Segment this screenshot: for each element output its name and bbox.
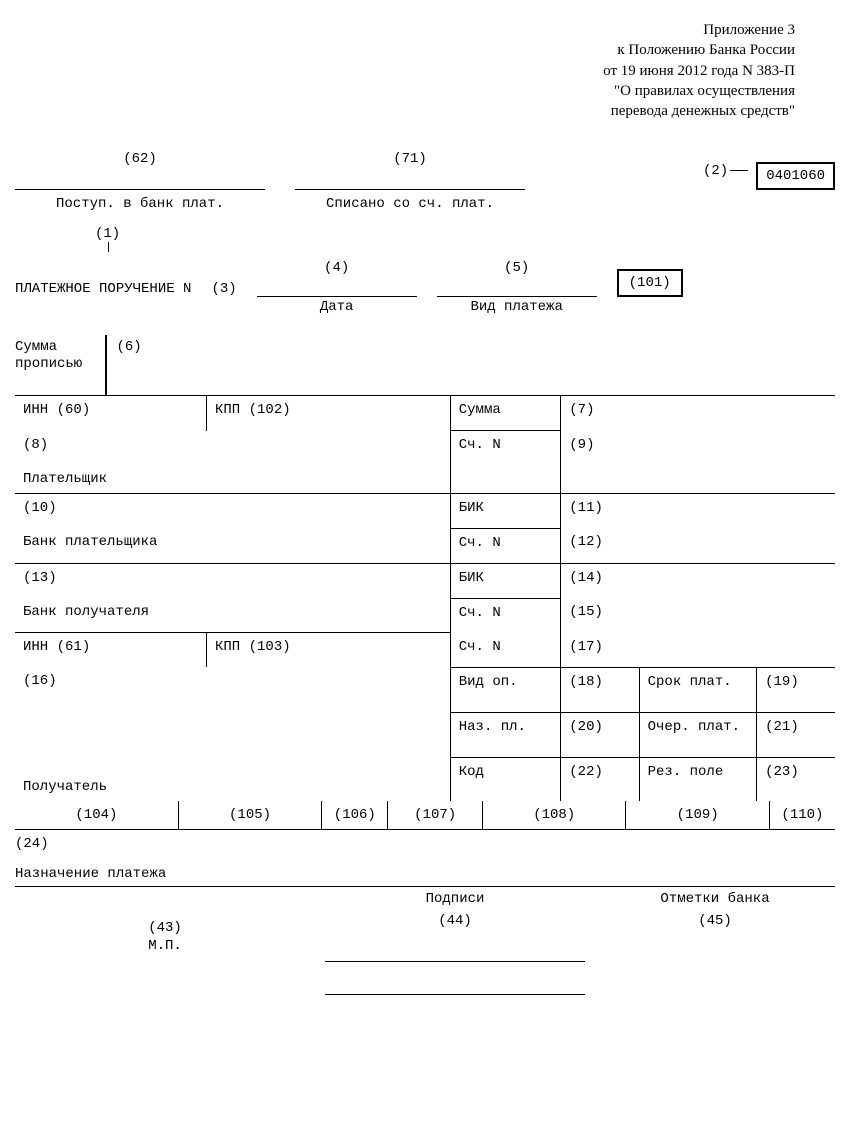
code-19: (19) [757,667,835,712]
label-pay-term: Срок плат. [639,667,757,712]
code-9: (9) [561,431,835,494]
code-15: (15) [561,598,835,633]
code-44: (44) [315,913,595,929]
code-4: (4) [257,260,417,276]
label-mp: М.П. [15,937,315,955]
label-acct: Сч. N [450,431,561,494]
label-received-bank: Поступ. в банк плат. [15,194,265,212]
code-71: (71) [295,151,525,167]
payer-area: (8) Плательщик [15,431,450,494]
cell-kpp-103: КПП (103) [207,633,451,668]
label-payee: Получатель [23,779,442,795]
field-received-bank [15,167,265,190]
code-101-box: (101) [617,269,683,297]
purpose-block: (24) Назначение платежа [15,836,835,882]
signatures-area: (43) М.П. Подписи (44) Отметки банка (45… [15,886,835,995]
code-109: (109) [626,801,769,829]
cell-inn-61: ИНН (61) [15,633,207,668]
header-line: перевода денежных средств" [15,101,795,121]
label-payer: Плательщик [23,471,442,487]
field-date [257,276,417,297]
label-pay-order: Очер. плат. [639,712,757,757]
code-20: (20) [561,712,639,757]
code-11: (11) [561,493,835,528]
top-caption-row: Поступ. в банк плат. Списано со сч. плат… [15,194,835,212]
label-sum: Сумма [450,396,561,431]
header-line: "О правилах осуществления [15,81,795,101]
field-written-off [295,167,525,190]
code-104: (104) [15,801,179,829]
code-16: (16) [23,673,442,689]
payer-bank-area: (10) Банк плательщика [15,493,450,563]
field-payment-type [437,276,597,297]
code-108: (108) [483,801,626,829]
label-signatures: Подписи [315,891,595,907]
main-form-table: ИНН (60) КПП (102) Сумма (7) (8) Платель… [15,395,835,801]
code-45: (45) [595,913,835,929]
code-21: (21) [757,712,835,757]
label-written-off: Списано со сч. плат. [295,194,525,212]
label-acct: Сч. N [450,598,561,633]
code-13: (13) [23,570,442,586]
code-62: (62) [15,151,265,167]
signature-line-1 [325,935,585,962]
code-110: (110) [770,801,835,829]
tax-codes-row: (104) (105) (106) (107) (108) (109) (110… [15,801,835,830]
label-payee-bank: Банк получателя [23,604,442,620]
code-22: (22) [561,757,639,801]
cell-kpp-102: КПП (102) [207,396,451,431]
stamp-area: (43) М.П. [15,919,315,955]
code-106: (106) [322,801,388,829]
code-24: (24) [15,836,835,852]
label-acct: Сч. N [450,633,561,668]
code-2: (2) [703,163,728,179]
label-acct: Сч. N [450,528,561,563]
header-line: Приложение 3 [15,20,795,40]
label-bank-marks: Отметки банка [595,891,835,907]
payee-bank-area: (13) Банк получателя [15,563,450,633]
regulation-header: Приложение 3 к Положению Банка России от… [15,20,835,121]
header-line: к Положению Банка России [15,40,795,60]
label-sum-words: Сумма прописью [15,335,105,395]
header-line: от 19 июня 2012 года N 383-П [15,61,795,81]
label-pay-purp: Наз. пл. [450,712,561,757]
document-title: ПЛАТЕЖНОЕ ПОРУЧЕНИЕ N [15,281,191,297]
code-18: (18) [561,667,639,712]
label-purpose: Назначение платежа [15,866,835,882]
signature-line-2 [325,968,585,995]
label-payer-bank: Банк плательщика [23,534,442,550]
cell-inn-60: ИНН (60) [15,396,207,431]
code-17: (17) [561,633,835,668]
label-date: Дата [257,297,417,315]
code-107: (107) [388,801,483,829]
code-12: (12) [561,528,835,563]
code-23: (23) [757,757,835,801]
payee-area: (16) Получатель [15,667,450,801]
code-6: (6) [107,335,142,395]
label-bik: БИК [450,563,561,598]
code-1: (1) [95,226,120,242]
code-7: (7) [561,396,835,431]
code-10: (10) [23,500,442,516]
code-8: (8) [23,437,442,453]
sum-words-row: Сумма прописью (6) [15,335,835,395]
code-43: (43) [15,919,315,937]
code-14: (14) [561,563,835,598]
code-5: (5) [437,260,597,276]
form-code-box: 0401060 [756,162,835,190]
label-op-type: Вид оп. [450,667,561,712]
label-bik: БИК [450,493,561,528]
title-row: ПЛАТЕЖНОЕ ПОРУЧЕНИЕ N (3) (4) (5) (101) [15,260,835,297]
label-payment-type: Вид платежа [437,297,597,315]
label-res-field: Рез. поле [639,757,757,801]
label-code: Код [450,757,561,801]
code-105: (105) [179,801,322,829]
top-code-row: (62) (71) (2) 0401060 [15,151,835,190]
code-3: (3) [211,281,236,297]
